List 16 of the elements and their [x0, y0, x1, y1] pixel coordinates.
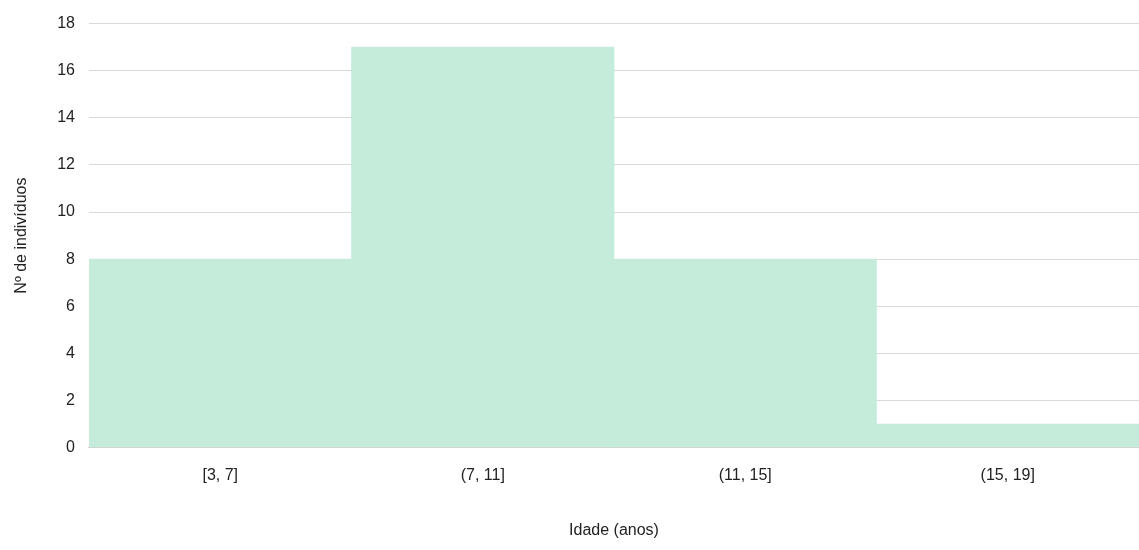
y-tick-label: 4 [66, 343, 76, 361]
x-tick-label: [3, 7] [202, 465, 239, 483]
x-tick-label: (15, 19] [980, 465, 1035, 483]
y-tick-label: 18 [57, 14, 76, 32]
y-tick-label: 2 [66, 390, 76, 408]
y-tick-label: 12 [57, 155, 76, 173]
y-tick-label: 0 [66, 438, 76, 456]
x-tick-label: (11, 15] [718, 465, 772, 483]
y-tick-label: 14 [57, 108, 76, 126]
y-tick-label: 16 [57, 61, 76, 79]
x-axis-title: Idade (anos) [569, 520, 659, 538]
x-tick-label: (7, 11] [460, 465, 505, 483]
y-tick-label: 8 [66, 249, 76, 267]
y-tick-label: 10 [57, 202, 76, 220]
y-tick-label: 6 [66, 296, 76, 314]
y-axis-title: Nº de indivíduos [12, 177, 30, 294]
